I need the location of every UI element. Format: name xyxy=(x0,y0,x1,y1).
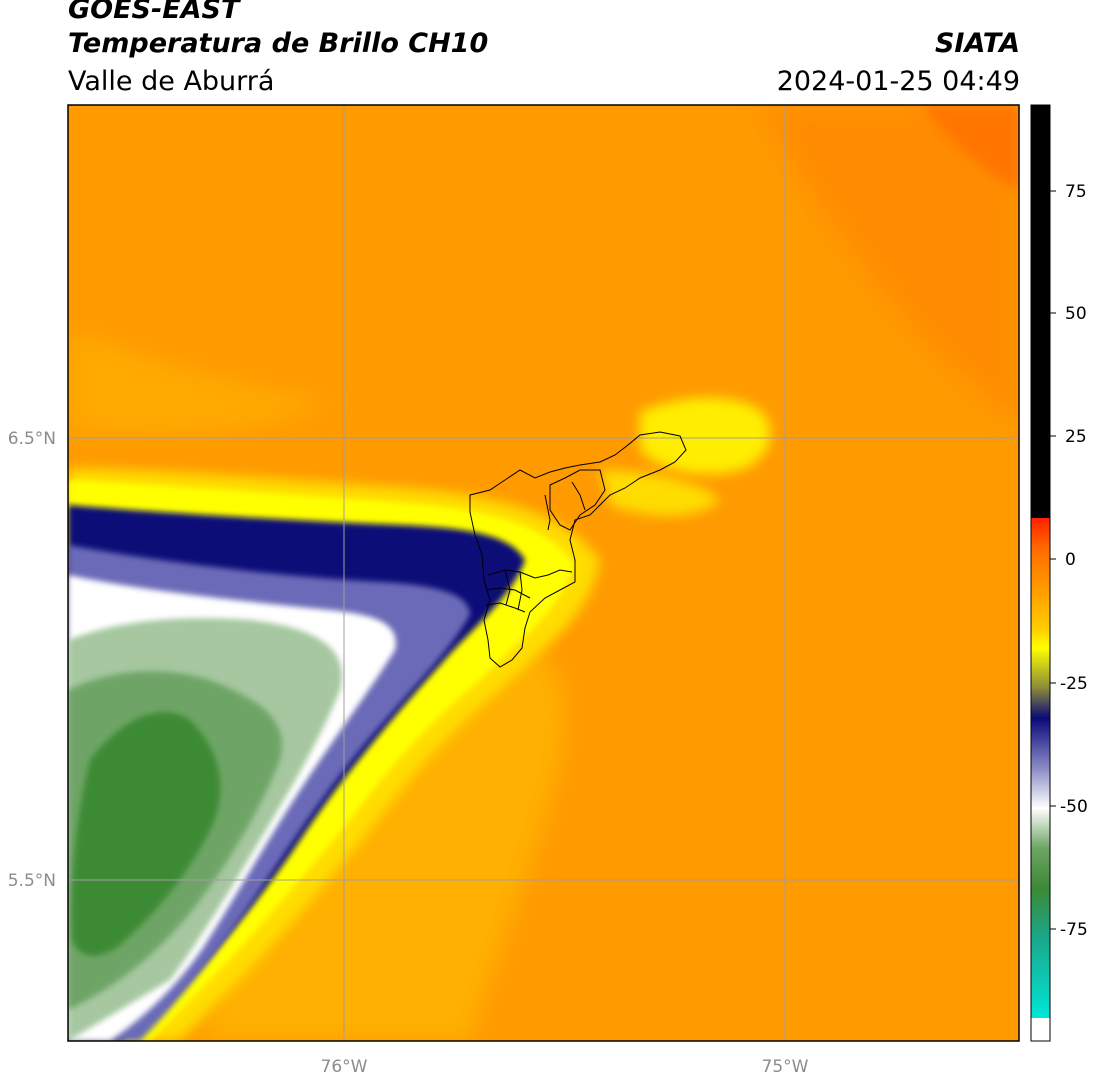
cb-tick-minus50: -50 xyxy=(1060,797,1088,817)
title-region: Valle de Aburrá xyxy=(68,66,275,97)
colorbar-gradient-segment xyxy=(1031,518,1050,1018)
cb-tick-75: 75 xyxy=(1065,182,1087,202)
colorbar-black-segment xyxy=(1031,105,1050,518)
lat-label-6-5n: 6.5°N xyxy=(8,429,56,449)
colorbar-white-segment xyxy=(1031,1018,1050,1041)
lon-label-76w: 76°W xyxy=(321,1057,368,1077)
temperature-field xyxy=(68,105,1019,1041)
timestamp-label: 2024-01-25 04:49 xyxy=(776,66,1020,97)
colorbar-tick-labels: 75 50 25 0 -25 -50 -75 xyxy=(1060,182,1088,940)
cb-tick-minus25: -25 xyxy=(1060,674,1088,694)
colorbar-ticks xyxy=(1050,190,1056,930)
title-satellite: GOES-EAST xyxy=(68,0,240,25)
lat-label-5-5n: 5.5°N xyxy=(8,871,56,891)
map-frame xyxy=(67,104,1020,1042)
title-product: Temperatura de Brillo CH10 xyxy=(68,28,489,59)
lon-label-75w: 75°W xyxy=(762,1057,809,1077)
cb-tick-50: 50 xyxy=(1065,304,1087,324)
agency-label: SIATA xyxy=(934,28,1020,59)
lat-axis-labels: 6.5°N 5.5°N xyxy=(8,429,56,891)
municipal-boundaries xyxy=(469,431,687,668)
cb-tick-25: 25 xyxy=(1065,427,1087,447)
cb-tick-minus75: -75 xyxy=(1060,920,1088,940)
cb-tick-0: 0 xyxy=(1065,550,1076,570)
lon-axis-labels: 76°W 75°W xyxy=(321,1057,809,1077)
colorbar-frame xyxy=(1030,104,1051,1042)
